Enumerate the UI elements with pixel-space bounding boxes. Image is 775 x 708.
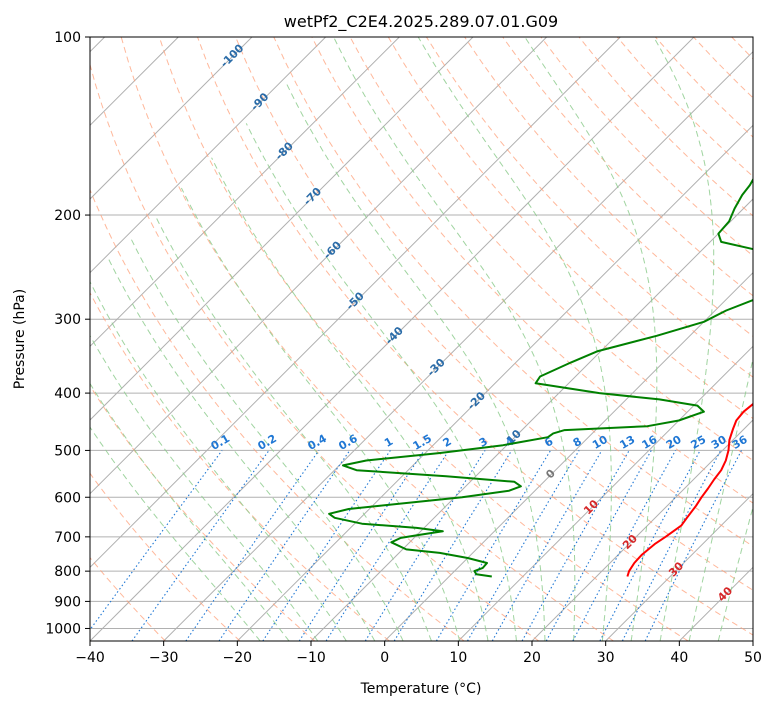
x-tick-label: 20: [523, 650, 541, 666]
isotherm-line: [384, 271, 753, 641]
moist-adiabat: [717, 505, 753, 641]
mixing-ratio-line: [298, 450, 425, 641]
moist-adiabat: [417, 37, 612, 641]
isotherm-line: [90, 37, 253, 200]
dry-adiabat: [425, 37, 753, 378]
x-tick-label: 50: [744, 650, 762, 666]
chart-title: wetPf2_C2E4.2025.289.07.01.G09: [284, 12, 558, 32]
dewpoint-series-line: [328, 177, 753, 578]
y-tick-label: 500: [54, 443, 81, 459]
x-axis-title: Temperature (°C): [360, 681, 482, 697]
mixing-ratio-line: [185, 450, 320, 641]
y-tick-label: 600: [54, 490, 81, 506]
moist-adiabat: [688, 355, 753, 641]
dry-adiabat: [273, 37, 753, 547]
isotherm-line: [531, 419, 753, 641]
isotherm-line: [90, 37, 621, 569]
x-axis-ticks: −40 −30 −20 −10 0 10 20 30 40 50: [75, 641, 762, 666]
isotherm-line: [752, 640, 753, 641]
moist-adiabat: [286, 83, 546, 641]
mixing-ratio-line: [325, 450, 450, 641]
moist-adiabat: [90, 280, 347, 641]
isotherm-line: [90, 37, 400, 348]
x-tick-label: 0: [380, 650, 389, 666]
dry-adiabat: [502, 37, 753, 297]
moist-adiabat: [90, 334, 319, 641]
isotherm-line: [163, 50, 753, 641]
dry-adiabat: [158, 37, 689, 641]
dry-adiabat: [235, 37, 753, 591]
moist-adiabat: [211, 157, 489, 641]
x-tick-label: 30: [597, 650, 615, 666]
moist-adiabat: [90, 426, 261, 641]
y-axis-title: Pressure (hPa): [12, 289, 28, 389]
mixing-ratio-line: [131, 450, 270, 641]
mixing-ratio-line: [90, 450, 223, 631]
y-tick-label: 1000: [45, 621, 81, 637]
moist-adiabat: [653, 37, 715, 641]
sounding-series: [328, 177, 753, 578]
y-tick-label: 100: [54, 30, 81, 46]
y-tick-label: 400: [54, 386, 81, 402]
y-axis-ticks: 100 200 300 400 500 600 700 800 900 1000: [45, 30, 90, 637]
y-tick-label: 700: [54, 530, 81, 546]
mixing-ratio-line: [218, 450, 351, 641]
mixing-ratio-line: [262, 450, 391, 641]
moist-adiabat: [524, 37, 658, 641]
y-tick-label: 200: [54, 208, 81, 224]
dry-adiabat: [197, 37, 753, 636]
isotherm-line: [90, 37, 695, 641]
temperature-series-line: [626, 402, 753, 577]
gridlines: [90, 37, 753, 641]
dry-adiabat: [120, 37, 614, 641]
mixing-ratio-line: [521, 450, 630, 641]
dry-adiabat: [90, 188, 465, 641]
moist-adiabat: [130, 239, 404, 641]
isotherm-line: [236, 124, 753, 641]
isotherm-line: [457, 345, 753, 641]
x-tick-label: −40: [75, 650, 105, 666]
moist-adiabat: [106, 256, 376, 641]
mixing-ratio-line: [621, 450, 722, 641]
isotherm-line: [310, 198, 753, 641]
x-tick-label: 40: [670, 650, 688, 666]
plot-frame: [89, 36, 754, 642]
dry-adiabat: [90, 384, 316, 641]
dry-adiabat: [387, 37, 753, 420]
moist-adiabat: [90, 382, 290, 641]
mixing-ratio-line: [572, 450, 676, 641]
x-tick-label: 10: [449, 650, 467, 666]
dry-adiabat: [90, 62, 540, 641]
isotherm-line: [90, 37, 548, 495]
dry-adiabat: [349, 37, 753, 462]
isotherm-line: [90, 37, 474, 421]
x-tick-label: −10: [296, 650, 326, 666]
dry-adiabat: [90, 472, 241, 641]
y-tick-label: 800: [54, 564, 81, 580]
mixing-ratio-line: [644, 450, 742, 641]
isotherm-line: [605, 492, 753, 641]
y-tick-label: 300: [54, 312, 81, 328]
dry-adiabat: [770, 37, 775, 641]
moist-adiabat: [333, 37, 576, 641]
x-tick-label: −30: [149, 650, 179, 666]
isotherm-line: [90, 37, 327, 274]
dry-adiabat: [311, 37, 753, 504]
mixing-ratio-line: [545, 450, 652, 641]
x-tick-label: −20: [223, 650, 253, 666]
y-tick-label: 900: [54, 594, 81, 610]
dry-adiabat: [90, 291, 390, 641]
dry-adiabat: [464, 37, 753, 337]
